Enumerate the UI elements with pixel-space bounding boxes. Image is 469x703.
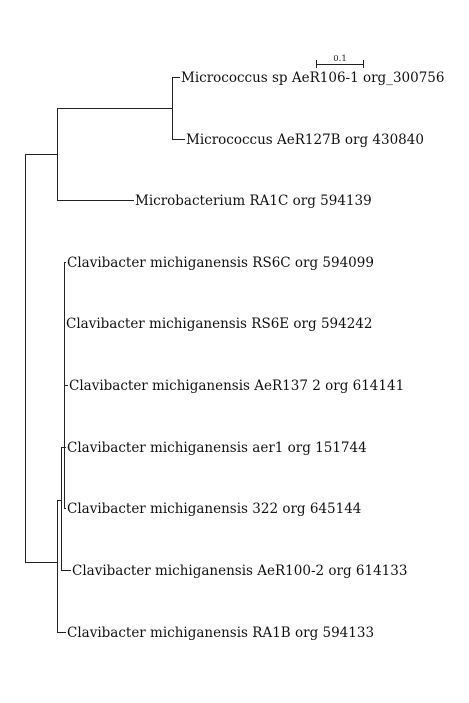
leaf-labels: Micrococcus sp AeR106-1 org_300756 Micro… bbox=[66, 70, 445, 641]
leaf-label: Clavibacter michiganensis RS6E org 59424… bbox=[66, 316, 372, 332]
leaf-label: Clavibacter michiganensis aer1 org 15174… bbox=[67, 440, 367, 456]
leaf-label: Micrococcus AeR127B org 430840 bbox=[186, 132, 424, 148]
leaf-label: Clavibacter michiganensis AeR137 2 org 6… bbox=[69, 378, 404, 394]
tree-branches bbox=[25, 77, 185, 633]
leaf-label: Clavibacter michiganensis 322 org 645144 bbox=[67, 501, 361, 517]
scale-bar: 0.1 bbox=[316, 54, 364, 68]
leaf-label: Microbacterium RA1C org 594139 bbox=[135, 193, 372, 209]
leaf-label: Micrococcus sp AeR106-1 org_300756 bbox=[181, 70, 445, 86]
scale-bar-label: 0.1 bbox=[333, 54, 347, 64]
leaf-label: Clavibacter michiganensis AeR100-2 org 6… bbox=[72, 563, 407, 579]
leaf-label: Clavibacter michiganensis RS6C org 59409… bbox=[67, 255, 374, 271]
leaf-label: Clavibacter michiganensis RA1B org 59413… bbox=[67, 625, 374, 641]
